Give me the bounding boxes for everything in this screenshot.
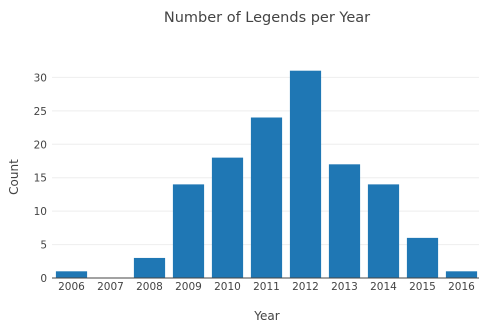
x-tick-label: 2014 xyxy=(370,281,397,293)
bar-2012[interactable] xyxy=(289,70,322,278)
bar-2011[interactable] xyxy=(250,117,283,278)
y-tick-label: 25 xyxy=(34,106,47,118)
bar-2008[interactable] xyxy=(133,257,166,278)
x-tick-label: 2011 xyxy=(253,281,280,293)
x-tick-label: 2013 xyxy=(331,281,358,293)
y-axis-title: Count xyxy=(7,159,21,195)
bar-2010[interactable] xyxy=(211,157,244,278)
bar-2006[interactable] xyxy=(55,271,88,278)
x-axis-title: Year xyxy=(253,309,279,320)
x-tick-label: 2009 xyxy=(175,281,202,293)
x-tick-label: 2007 xyxy=(97,281,124,293)
x-tick-label: 2006 xyxy=(58,281,85,293)
x-tick-label: 2010 xyxy=(214,281,241,293)
bar-2013[interactable] xyxy=(328,164,361,278)
y-tick-label: 5 xyxy=(40,240,47,252)
bar-2015[interactable] xyxy=(406,237,439,278)
bar-2009[interactable] xyxy=(172,184,205,278)
y-tick-label: 10 xyxy=(34,206,47,218)
y-tick-label: 30 xyxy=(34,72,47,84)
x-tick-label: 2012 xyxy=(292,281,319,293)
x-tick-label: 2008 xyxy=(136,281,163,293)
bar-2016[interactable] xyxy=(445,271,478,278)
y-tick-label: 20 xyxy=(34,139,47,151)
y-axis-ticks: 0 5 10 15 20 25 30 xyxy=(34,72,47,285)
x-axis-ticks: 2006 2007 2008 2009 2010 2011 2012 2013 2014 2015… xyxy=(58,281,475,293)
y-tick-label: 15 xyxy=(34,173,47,185)
chart-title: Number of Legends per Year xyxy=(164,10,370,26)
x-tick-label: 2015 xyxy=(409,281,436,293)
x-tick-label: 2016 xyxy=(448,281,475,293)
bar-2014[interactable] xyxy=(367,184,400,278)
bars xyxy=(52,70,479,279)
y-tick-label: 0 xyxy=(40,273,47,285)
